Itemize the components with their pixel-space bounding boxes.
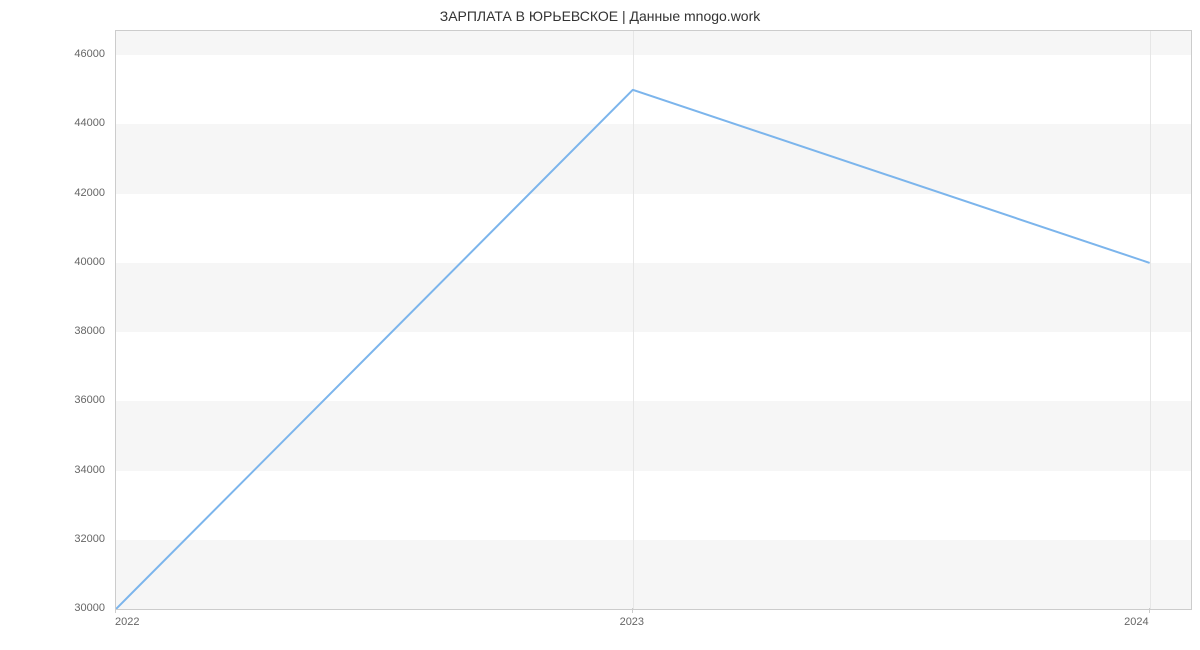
x-tick-mark xyxy=(632,608,633,613)
y-axis-label: 46000 xyxy=(0,48,105,60)
x-tick-mark xyxy=(1149,608,1150,613)
salary-chart: ЗАРПЛАТА В ЮРЬЕВСКОЕ | Данные mnogo.work… xyxy=(0,0,1200,650)
x-axis-label: 2022 xyxy=(115,616,139,628)
series-line-salary xyxy=(116,90,1150,609)
plot-area xyxy=(115,30,1192,610)
x-tick-mark xyxy=(115,608,116,613)
y-axis-label: 32000 xyxy=(0,533,105,545)
y-axis-label: 34000 xyxy=(0,464,105,476)
y-axis-label: 42000 xyxy=(0,187,105,199)
chart-title: ЗАРПЛАТА В ЮРЬЕВСКОЕ | Данные mnogo.work xyxy=(0,8,1200,24)
y-axis-label: 38000 xyxy=(0,325,105,337)
y-axis-label: 40000 xyxy=(0,256,105,268)
line-layer xyxy=(116,31,1191,609)
x-axis-label: 2024 xyxy=(1124,616,1148,628)
y-axis-label: 44000 xyxy=(0,117,105,129)
y-axis-label: 30000 xyxy=(0,602,105,614)
y-axis-label: 36000 xyxy=(0,394,105,406)
x-axis-label: 2023 xyxy=(620,616,644,628)
